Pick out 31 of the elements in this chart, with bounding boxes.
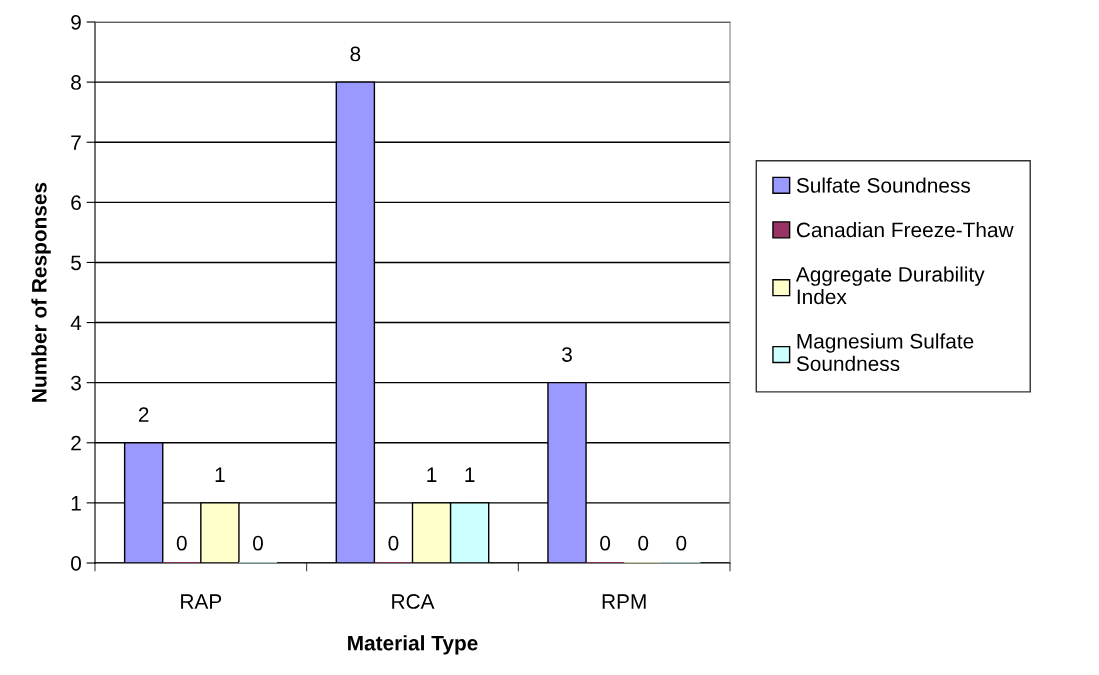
data-label: 2 bbox=[138, 407, 149, 422]
data-label: 0 bbox=[176, 535, 187, 551]
x-axis-title: Material Type bbox=[348, 635, 478, 655]
legend-label: Sulfate Soundness bbox=[796, 177, 971, 193]
y-tick-label: 1 bbox=[71, 496, 81, 511]
y-tick-label: 9 bbox=[71, 15, 81, 30]
y-tick-label: 8 bbox=[71, 75, 81, 90]
data-label: 0 bbox=[253, 535, 263, 551]
data-label: 3 bbox=[562, 347, 572, 362]
data-label: 1 bbox=[427, 467, 437, 482]
y-axis-title: Number of Responses bbox=[31, 182, 51, 402]
x-tick-label: RPM bbox=[602, 594, 646, 609]
data-label: 0 bbox=[388, 535, 399, 551]
y-tick-label: 0 bbox=[71, 556, 81, 571]
data-label: 0 bbox=[676, 535, 687, 551]
y-tick-label: 4 bbox=[70, 315, 82, 331]
y-tick-label: 3 bbox=[71, 375, 81, 391]
legend-label: Aggregate Durability Index bbox=[795, 266, 985, 305]
legend-label: Magnesium Sulfate Soundness bbox=[796, 333, 974, 372]
data-label: 8 bbox=[350, 46, 361, 62]
x-tick-label: RAP bbox=[181, 594, 222, 609]
data-label: 0 bbox=[638, 535, 649, 551]
legend-label: Canadian Freeze-Thaw bbox=[796, 222, 1014, 238]
x-tick-label: RCA bbox=[392, 594, 435, 609]
y-tick-label: 7 bbox=[71, 135, 81, 150]
data-label: 1 bbox=[215, 467, 225, 482]
y-tick-label: 2 bbox=[71, 435, 81, 451]
y-tick-label: 5 bbox=[71, 255, 81, 271]
data-label: 0 bbox=[600, 535, 611, 551]
y-tick-label: 6 bbox=[71, 195, 81, 211]
data-label: 1 bbox=[465, 467, 475, 482]
